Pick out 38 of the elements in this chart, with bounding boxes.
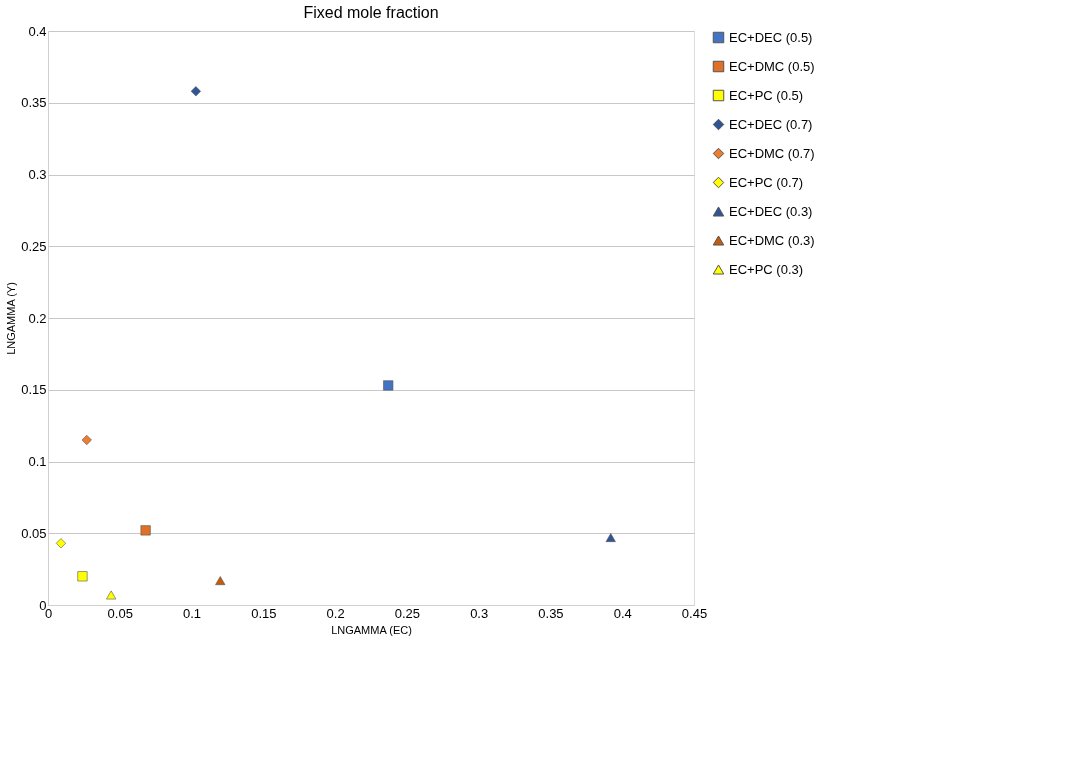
point	[383, 380, 394, 391]
point	[81, 434, 92, 446]
point	[215, 576, 226, 586]
y-tick-label: 0.1	[28, 454, 47, 469]
x-tick-label: 0.2	[326, 605, 345, 621]
legend-label: EC+DEC (0.3)	[729, 203, 813, 219]
y-axis-title: LNGAMMA (Y)	[5, 282, 18, 355]
legend-label: EC+DMC (0.3)	[729, 232, 815, 248]
x-tick-label: 0.25	[394, 605, 421, 621]
chart-title: Fixed mole fraction	[303, 4, 439, 21]
x-tick-label: 0.1	[183, 605, 202, 621]
legend-label: EC+DMC (0.5)	[729, 58, 815, 74]
y-tick-label: 0.15	[21, 382, 47, 398]
y-tick-label: 0.05	[21, 525, 47, 541]
legend-label: EC+DEC (0.7)	[729, 116, 813, 132]
x-tick-label: 0.45	[681, 605, 708, 621]
point	[55, 538, 66, 549]
legend-label: EC+DEC (0.5)	[729, 29, 813, 45]
point	[106, 590, 117, 600]
x-axis-title: LNGAMMA (EC)	[331, 623, 412, 636]
legend-label: EC+DMC (0.7)	[729, 145, 815, 161]
point	[190, 86, 201, 97]
legend-label: EC+PC (0.3)	[729, 261, 804, 277]
y-tick-label: 0.2	[28, 310, 47, 326]
point	[140, 525, 151, 536]
x-tick-label: 0.05	[107, 605, 133, 621]
x-tick-label: 0.35	[538, 605, 564, 621]
y-tick-label: 0.35	[21, 95, 47, 111]
x-tick-label: 0.3	[470, 605, 489, 621]
legend-label: EC+PC (0.7)	[729, 174, 804, 190]
y-tick-label: 0.25	[21, 238, 47, 254]
point	[77, 571, 88, 582]
y-tick-label: 0.4	[28, 23, 47, 39]
x-tick-label: 0.4	[613, 605, 632, 621]
x-tick-label: 0.15	[251, 605, 277, 621]
legend-label: EC+PC (0.5)	[729, 87, 804, 103]
point	[605, 533, 616, 542]
y-tick-label: 0.3	[28, 167, 47, 182]
